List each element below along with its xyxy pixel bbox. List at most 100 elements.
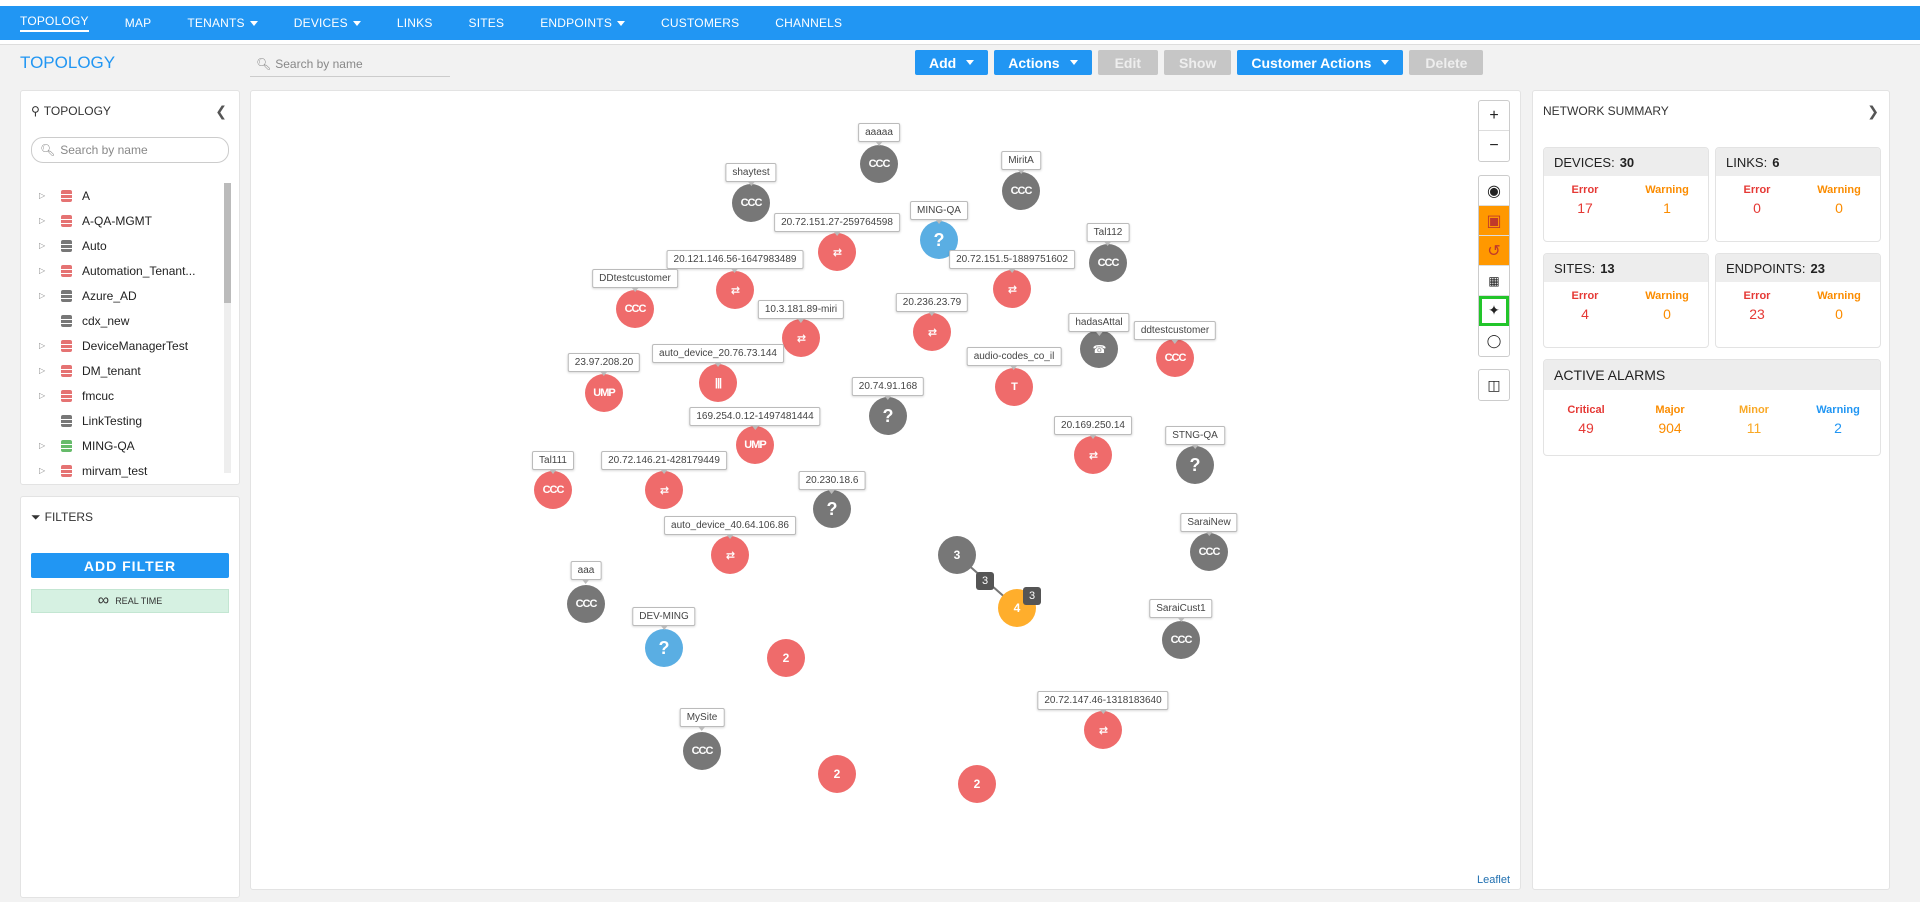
customer-actions-button[interactable]: Customer Actions	[1237, 50, 1404, 75]
tree-item[interactable]: ▷ Automation_Tenant...	[21, 258, 221, 283]
zoom-out-icon[interactable]: −	[1489, 137, 1499, 154]
tree-item[interactable]: ▷ DM_tenant	[21, 358, 221, 383]
topology-node[interactable]: ☎	[1080, 330, 1118, 368]
topology-node[interactable]: CCC	[616, 290, 654, 328]
topology-node[interactable]: ⇄	[711, 536, 749, 574]
zoom-in-icon[interactable]: +	[1479, 101, 1509, 131]
topology-node[interactable]: CCC	[1002, 172, 1040, 210]
topology-node[interactable]: ?	[869, 397, 907, 435]
link-count-badge[interactable]: 3	[976, 572, 994, 590]
topology-node[interactable]: ?	[645, 629, 683, 667]
node-label[interactable]: 20.72.147.46-1318183640	[1037, 691, 1169, 714]
nav-map[interactable]: MAP	[124, 16, 152, 30]
topology-node[interactable]: ⇄	[782, 319, 820, 357]
topology-node[interactable]: CCC	[1089, 244, 1127, 282]
edit-button[interactable]: Edit	[1097, 50, 1159, 75]
nav-devices[interactable]: DEVICES	[294, 16, 361, 30]
node-label[interactable]: 20.169.250.14	[1054, 416, 1132, 439]
sites-card[interactable]: SITES: 13 Error 4 Warning 0	[1543, 253, 1709, 348]
node-label[interactable]: 20.72.146.21-428179449	[601, 451, 727, 474]
topology-node[interactable]: CCC	[534, 471, 572, 509]
node-label[interactable]: MySite	[679, 708, 725, 731]
node-label[interactable]: aaaaa	[858, 123, 900, 146]
add-filter-button[interactable]: ADD FILTER	[31, 553, 229, 578]
node-label[interactable]: DDtestcustomer	[592, 269, 678, 292]
cluster-node[interactable]: 3	[938, 536, 976, 574]
delete-button[interactable]: Delete	[1409, 50, 1484, 75]
endpoints-card[interactable]: ENDPOINTS: 23 Error 23 Warning 0	[1715, 253, 1881, 348]
nav-channels[interactable]: CHANNELS	[775, 16, 843, 30]
link-count-badge[interactable]: 3	[1023, 587, 1041, 605]
active-alarms-card[interactable]: ACTIVE ALARMS Critical 49 Major 904 Minor 1…	[1543, 359, 1881, 456]
nav-customers[interactable]: CUSTOMERS	[661, 16, 740, 30]
tree-scrollbar[interactable]	[224, 183, 231, 473]
topology-map[interactable]: Leaflet CCC aaaaa CCC shaytest CCC MiritA? MIN…	[250, 90, 1521, 890]
topology-node[interactable]: CCC	[683, 732, 721, 770]
node-label[interactable]: 20.230.18.6	[798, 471, 866, 494]
nav-links[interactable]: LINKS	[396, 16, 433, 30]
cluster-node[interactable]: 2	[767, 639, 805, 677]
node-label[interactable]: Tal112	[1086, 223, 1130, 246]
expand-arrow-icon[interactable]: ▷	[39, 441, 46, 450]
undo-icon[interactable]: ↺	[1479, 236, 1509, 266]
node-label[interactable]: Tal111	[532, 451, 574, 474]
tree-item[interactable]: LinkTesting	[21, 408, 221, 433]
node-label[interactable]: SaraiNew	[1180, 513, 1238, 536]
node-label[interactable]: ddtestcustomer	[1133, 321, 1217, 344]
topology-node[interactable]: UMP	[585, 374, 623, 412]
node-label[interactable]: hadasAttal	[1068, 313, 1130, 336]
devices-card[interactable]: DEVICES: 30 Error 17 Warning 1	[1543, 147, 1709, 242]
nav-topology[interactable]: TOPOLOGY	[20, 14, 89, 32]
tree-item[interactable]: ▷ MING-QA	[21, 433, 221, 458]
expand-arrow-icon[interactable]: ▷	[39, 241, 46, 250]
node-label[interactable]: 23.97.208.20	[567, 353, 641, 376]
node-label[interactable]: 20.236.23.79	[895, 293, 969, 316]
tree-item[interactable]: ▷ mirvam_test	[21, 458, 221, 483]
topology-node[interactable]: ?	[1176, 446, 1214, 484]
save-icon[interactable]: ▣	[1479, 206, 1509, 236]
links-card[interactable]: LINKS: 6 Error 0 Warning 0	[1715, 147, 1881, 242]
topology-node[interactable]: CCC	[1156, 339, 1194, 377]
cluster-node[interactable]: 2	[958, 765, 996, 803]
node-label[interactable]: 10.3.181.89-miri	[757, 300, 845, 323]
leaflet-attribution[interactable]: Leaflet	[1476, 874, 1510, 886]
topology-node[interactable]: T	[995, 368, 1033, 406]
tree-item[interactable]: cdx_new	[21, 308, 221, 333]
tree-item[interactable]: ▷ A	[21, 183, 221, 208]
actions-button[interactable]: Actions	[994, 50, 1092, 75]
locate-icon[interactable]: ◉	[1479, 176, 1509, 206]
topology-node[interactable]: ⇄	[818, 233, 856, 271]
nav-endpoints[interactable]: ENDPOINTS	[540, 16, 626, 30]
nav-sites[interactable]: SITES	[468, 16, 505, 30]
topology-node[interactable]: CCC	[732, 184, 770, 222]
node-label[interactable]: MiritA	[1001, 151, 1041, 174]
node-label[interactable]: MING-QA	[910, 201, 968, 224]
node-label[interactable]: audio-codes_co_il	[966, 347, 1062, 370]
hide-icon[interactable]: ◯	[1486, 333, 1502, 348]
scrollbar-thumb[interactable]	[224, 183, 231, 303]
layout-icon[interactable]: ◫	[1487, 376, 1501, 393]
search-input[interactable]: 🔍︎ Search by name	[250, 52, 450, 77]
topology-node[interactable]: ⇄	[993, 270, 1031, 308]
node-label[interactable]: aaa	[570, 561, 602, 584]
collapse-left-icon[interactable]: ❮	[215, 103, 227, 119]
expand-arrow-icon[interactable]: ▷	[39, 391, 46, 400]
magic-wand-icon[interactable]: ✦	[1479, 296, 1509, 326]
node-label[interactable]: SaraiCust1	[1149, 599, 1213, 622]
expand-arrow-icon[interactable]: ▷	[39, 191, 46, 200]
expand-arrow-icon[interactable]: ▷	[39, 266, 46, 275]
topology-node[interactable]: UMP	[736, 426, 774, 464]
tree-item[interactable]: ▷ fmcuc	[21, 383, 221, 408]
topology-node[interactable]: ?	[813, 490, 851, 528]
node-label[interactable]: auto_device_20.76.73.144	[652, 344, 784, 367]
node-label[interactable]: 20.72.151.5-1889751602	[949, 250, 1075, 273]
node-label[interactable]: shaytest	[725, 163, 777, 186]
node-label[interactable]: DEV-MING	[632, 607, 696, 630]
topology-node[interactable]: ⇄	[645, 471, 683, 509]
show-button[interactable]: Show	[1164, 50, 1232, 75]
topology-node[interactable]: ⇄	[913, 313, 951, 351]
add-button[interactable]: Add	[915, 50, 989, 75]
grid-icon[interactable]: ▦	[1479, 266, 1509, 296]
node-label[interactable]: 169.254.0.12-1497481444	[689, 407, 821, 430]
expand-arrow-icon[interactable]: ▷	[39, 466, 46, 475]
